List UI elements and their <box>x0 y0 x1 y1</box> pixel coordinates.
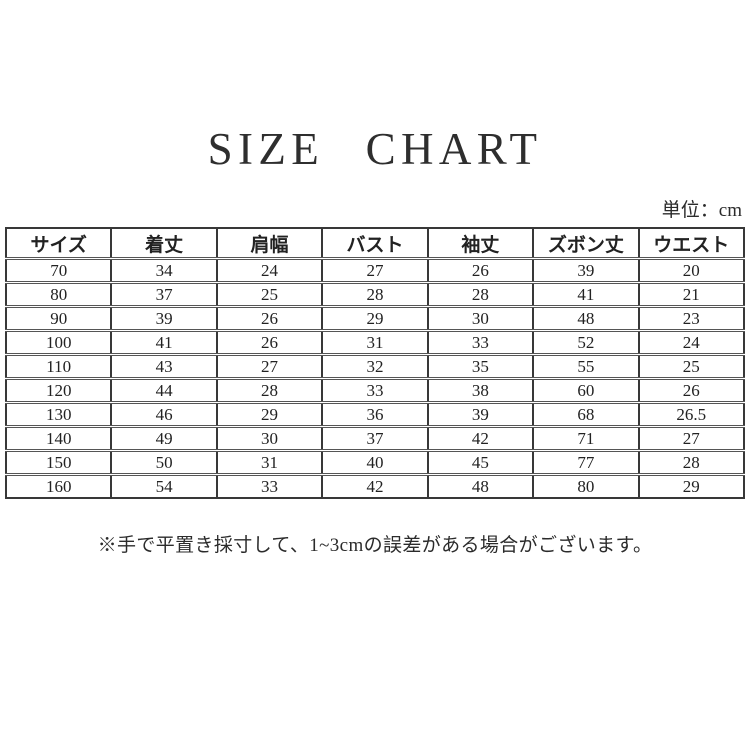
table-cell: 38 <box>426 377 535 404</box>
table-row: 140 49 30 37 42 71 27 <box>4 425 746 452</box>
table-cell: 26.5 <box>637 401 746 428</box>
table-cell: 26 <box>426 257 535 284</box>
table-cell: 150 <box>4 449 113 476</box>
header-cell-bust: バスト <box>321 227 429 260</box>
table-cell: 110 <box>4 353 113 380</box>
measurement-footnote: ※手で平置き採寸して、1~3cmの誤差がある場合がございます。 <box>97 535 653 557</box>
table-cell: 39 <box>426 401 535 428</box>
table-cell: 25 <box>215 281 324 308</box>
table-cell: 68 <box>532 401 640 428</box>
size-table-header: サイズ 着丈 肩幅 バスト 袖丈 ズボン丈 ウエスト <box>4 227 746 260</box>
table-cell: 39 <box>532 257 640 284</box>
table-cell: 24 <box>637 329 746 356</box>
table-cell: 42 <box>321 473 429 500</box>
table-cell: 28 <box>321 281 429 308</box>
table-cell: 23 <box>637 305 746 332</box>
table-cell: 30 <box>215 425 324 452</box>
table-cell: 45 <box>426 449 535 476</box>
table-cell: 28 <box>426 281 535 308</box>
table-cell: 70 <box>4 257 113 284</box>
table-cell: 41 <box>110 329 218 356</box>
header-cell-length: 着丈 <box>110 227 218 260</box>
table-cell: 52 <box>532 329 640 356</box>
table-cell: 29 <box>215 401 324 428</box>
table-cell: 40 <box>321 449 429 476</box>
table-cell: 90 <box>4 305 113 332</box>
table-cell: 120 <box>4 377 113 404</box>
table-cell: 49 <box>110 425 218 452</box>
table-cell: 50 <box>110 449 218 476</box>
table-cell: 24 <box>215 257 324 284</box>
table-cell: 32 <box>321 353 429 380</box>
table-row: 150 50 31 40 45 77 28 <box>4 449 746 476</box>
header-cell-waist: ウエスト <box>637 227 746 260</box>
table-cell: 37 <box>110 281 218 308</box>
table-cell: 21 <box>637 281 746 308</box>
size-table-body: 70 34 24 27 26 39 20 80 37 25 28 28 41 2… <box>4 257 746 500</box>
table-cell: 34 <box>110 257 218 284</box>
table-cell: 39 <box>110 305 218 332</box>
table-row: 70 34 24 27 26 39 20 <box>4 257 746 284</box>
table-cell: 42 <box>426 425 535 452</box>
unit-label: 単位：cm <box>661 200 742 222</box>
table-cell: 60 <box>532 377 640 404</box>
table-cell: 31 <box>215 449 324 476</box>
header-cell-shoulder: 肩幅 <box>215 227 324 260</box>
table-cell: 160 <box>4 473 113 500</box>
table-cell: 71 <box>532 425 640 452</box>
table-cell: 29 <box>637 473 746 500</box>
table-cell: 77 <box>532 449 640 476</box>
header-row: サイズ 着丈 肩幅 バスト 袖丈 ズボン丈 ウエスト <box>4 227 746 260</box>
table-cell: 48 <box>426 473 535 500</box>
table-cell: 33 <box>321 377 429 404</box>
table-cell: 33 <box>215 473 324 500</box>
table-cell: 28 <box>637 449 746 476</box>
table-cell: 31 <box>321 329 429 356</box>
table-cell: 20 <box>637 257 746 284</box>
table-row: 80 37 25 28 28 41 21 <box>4 281 746 308</box>
table-cell: 54 <box>110 473 218 500</box>
table-cell: 100 <box>4 329 113 356</box>
table-cell: 36 <box>321 401 429 428</box>
table-cell: 48 <box>532 305 640 332</box>
table-cell: 37 <box>321 425 429 452</box>
table-row: 160 54 33 42 48 80 29 <box>4 473 746 500</box>
table-cell: 26 <box>637 377 746 404</box>
table-cell: 46 <box>110 401 218 428</box>
page-title: SIZE CHART <box>207 124 543 174</box>
size-table: サイズ 着丈 肩幅 バスト 袖丈 ズボン丈 ウエスト 70 34 24 27 2… <box>4 227 746 500</box>
table-row: 110 43 27 32 35 55 25 <box>4 353 746 380</box>
table-cell: 44 <box>110 377 218 404</box>
table-cell: 55 <box>532 353 640 380</box>
table-cell: 28 <box>215 377 324 404</box>
table-cell: 43 <box>110 353 218 380</box>
table-cell: 130 <box>4 401 113 428</box>
header-cell-sleeve: 袖丈 <box>426 227 535 260</box>
header-cell-pants: ズボン丈 <box>532 227 640 260</box>
table-cell: 25 <box>637 353 746 380</box>
table-cell: 27 <box>215 353 324 380</box>
table-cell: 33 <box>426 329 535 356</box>
table-cell: 41 <box>532 281 640 308</box>
table-cell: 80 <box>532 473 640 500</box>
table-row: 120 44 28 33 38 60 26 <box>4 377 746 404</box>
table-cell: 29 <box>321 305 429 332</box>
table-row: 130 46 29 36 39 68 26.5 <box>4 401 746 428</box>
table-cell: 27 <box>637 425 746 452</box>
table-cell: 26 <box>215 305 324 332</box>
header-cell-size: サイズ <box>4 227 113 260</box>
table-cell: 26 <box>215 329 324 356</box>
table-row: 90 39 26 29 30 48 23 <box>4 305 746 332</box>
table-row: 100 41 26 31 33 52 24 <box>4 329 746 356</box>
table-cell: 80 <box>4 281 113 308</box>
table-cell: 140 <box>4 425 113 452</box>
table-cell: 35 <box>426 353 535 380</box>
table-cell: 27 <box>321 257 429 284</box>
table-cell: 30 <box>426 305 535 332</box>
